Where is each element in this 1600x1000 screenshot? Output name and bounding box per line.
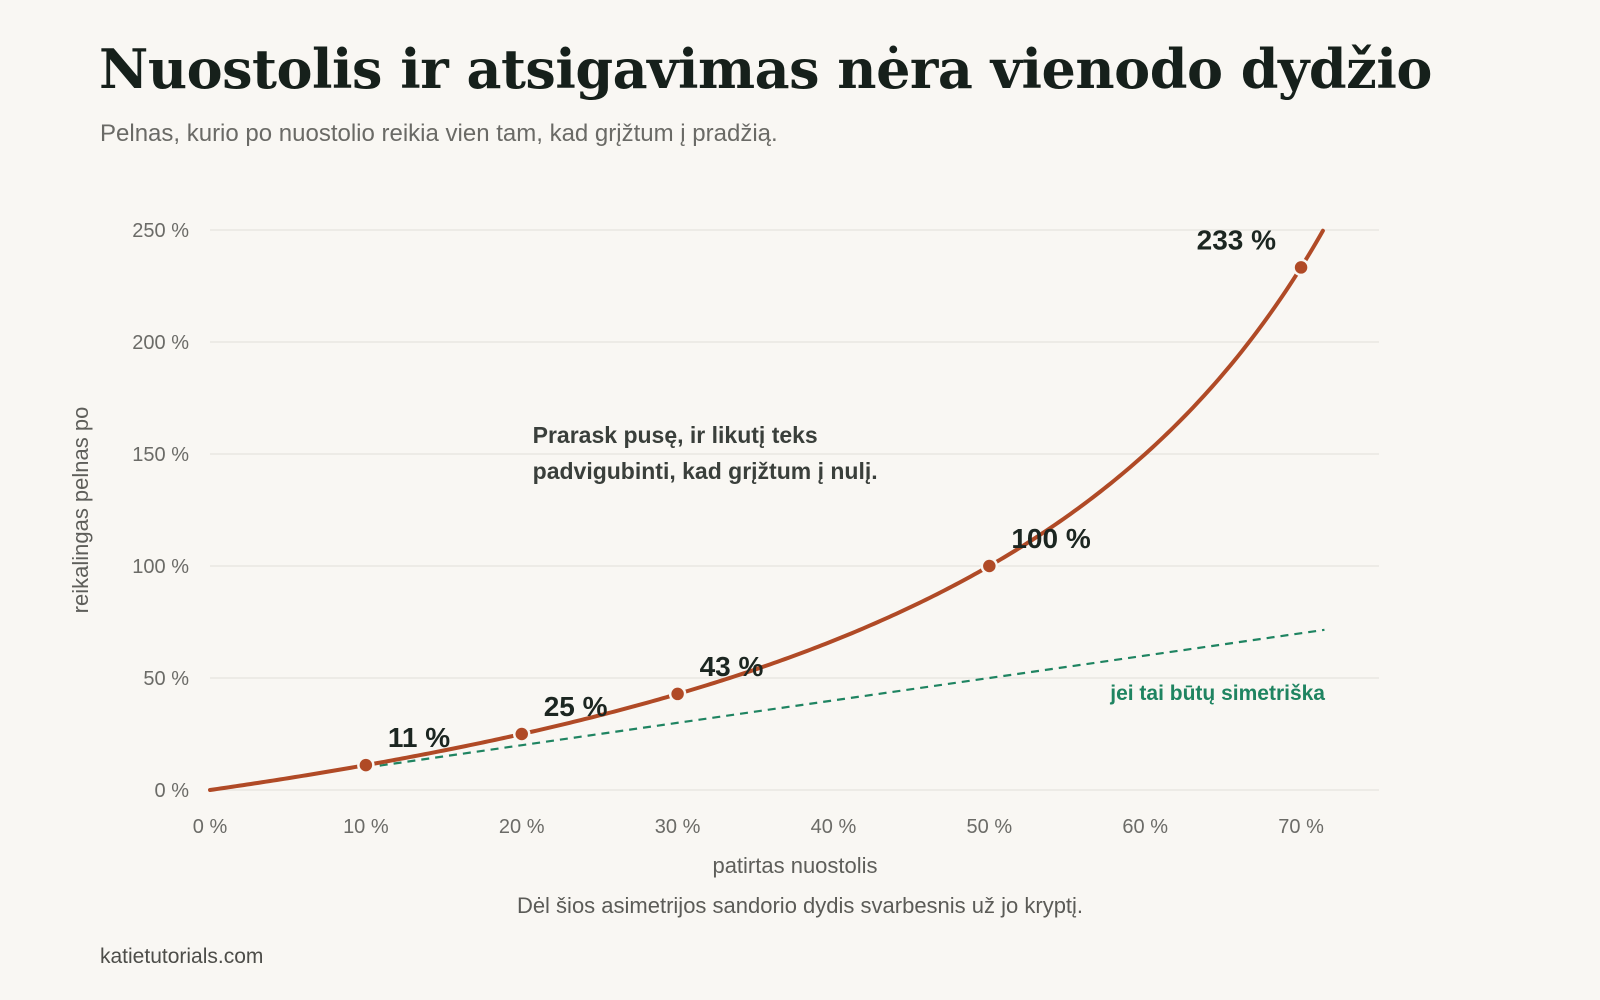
x-tick-label: 70 % [1278, 816, 1324, 838]
y-tick-label: 0 % [155, 780, 190, 802]
chart-subtitle: Pelnas, kurio po nuostolio reikia vien t… [100, 120, 778, 147]
x-tick-label: 20 % [499, 816, 545, 838]
y-axis-ticks: 0 % 50 % 100 % 150 % 200 % 250 % [132, 220, 189, 802]
data-point [512, 725, 531, 743]
y-axis-label: reikalingas pelnas po [68, 407, 93, 614]
data-point [980, 557, 999, 575]
point-labels: 11 % 25 % 43 % 100 % 233 % [388, 224, 1276, 753]
highlighted-points [357, 258, 1310, 774]
annotation-line: padvigubinti, kad grįžtum į nulį. [533, 458, 878, 484]
required-gain-curve [208, 228, 1325, 792]
annotation: Prarask pusę, ir likutį teks padvigubinti… [533, 422, 878, 484]
x-tick-label: 30 % [655, 816, 701, 838]
data-point [668, 685, 687, 703]
symmetric-reference-line [365, 628, 1325, 769]
data-point-label: 43 % [700, 651, 764, 682]
x-tick-label: 60 % [1122, 816, 1168, 838]
gridlines [210, 229, 1379, 791]
annotation-line: Prarask pusę, ir likutį teks [533, 422, 818, 448]
y-tick-label: 100 % [132, 556, 189, 578]
reference-line-label: jei tai būtų simetriška [1109, 682, 1325, 705]
y-tick-label: 250 % [132, 220, 189, 242]
data-point [1292, 258, 1310, 277]
series [208, 228, 1325, 792]
y-tick-label: 200 % [132, 332, 189, 354]
x-tick-label: 10 % [343, 816, 389, 838]
data-point-label: 233 % [1197, 224, 1276, 255]
source-credit: katietutorials.com [100, 945, 264, 968]
data-point-label: 11 % [388, 722, 450, 753]
chart-caption: Dėl šios asimetrijos sandorio dydis svar… [516, 893, 1084, 918]
x-tick-label: 50 % [967, 816, 1013, 838]
x-axis-ticks: 0 % 10 % 20 % 30 % 40 % 50 % 60 % 70 % [193, 816, 1324, 838]
x-axis-label: patirtas nuostolis [712, 853, 877, 878]
data-point [357, 756, 375, 774]
y-tick-label: 50 % [143, 668, 189, 690]
x-tick-label: 40 % [811, 816, 857, 838]
data-point-label: 100 % [1011, 523, 1090, 554]
data-point-label: 25 % [544, 691, 608, 722]
y-tick-label: 150 % [132, 444, 189, 466]
x-tick-label: 0 % [193, 816, 228, 838]
chart-title: Nuostolis ir atsigavimas nėra vienodo dy… [99, 37, 1432, 101]
